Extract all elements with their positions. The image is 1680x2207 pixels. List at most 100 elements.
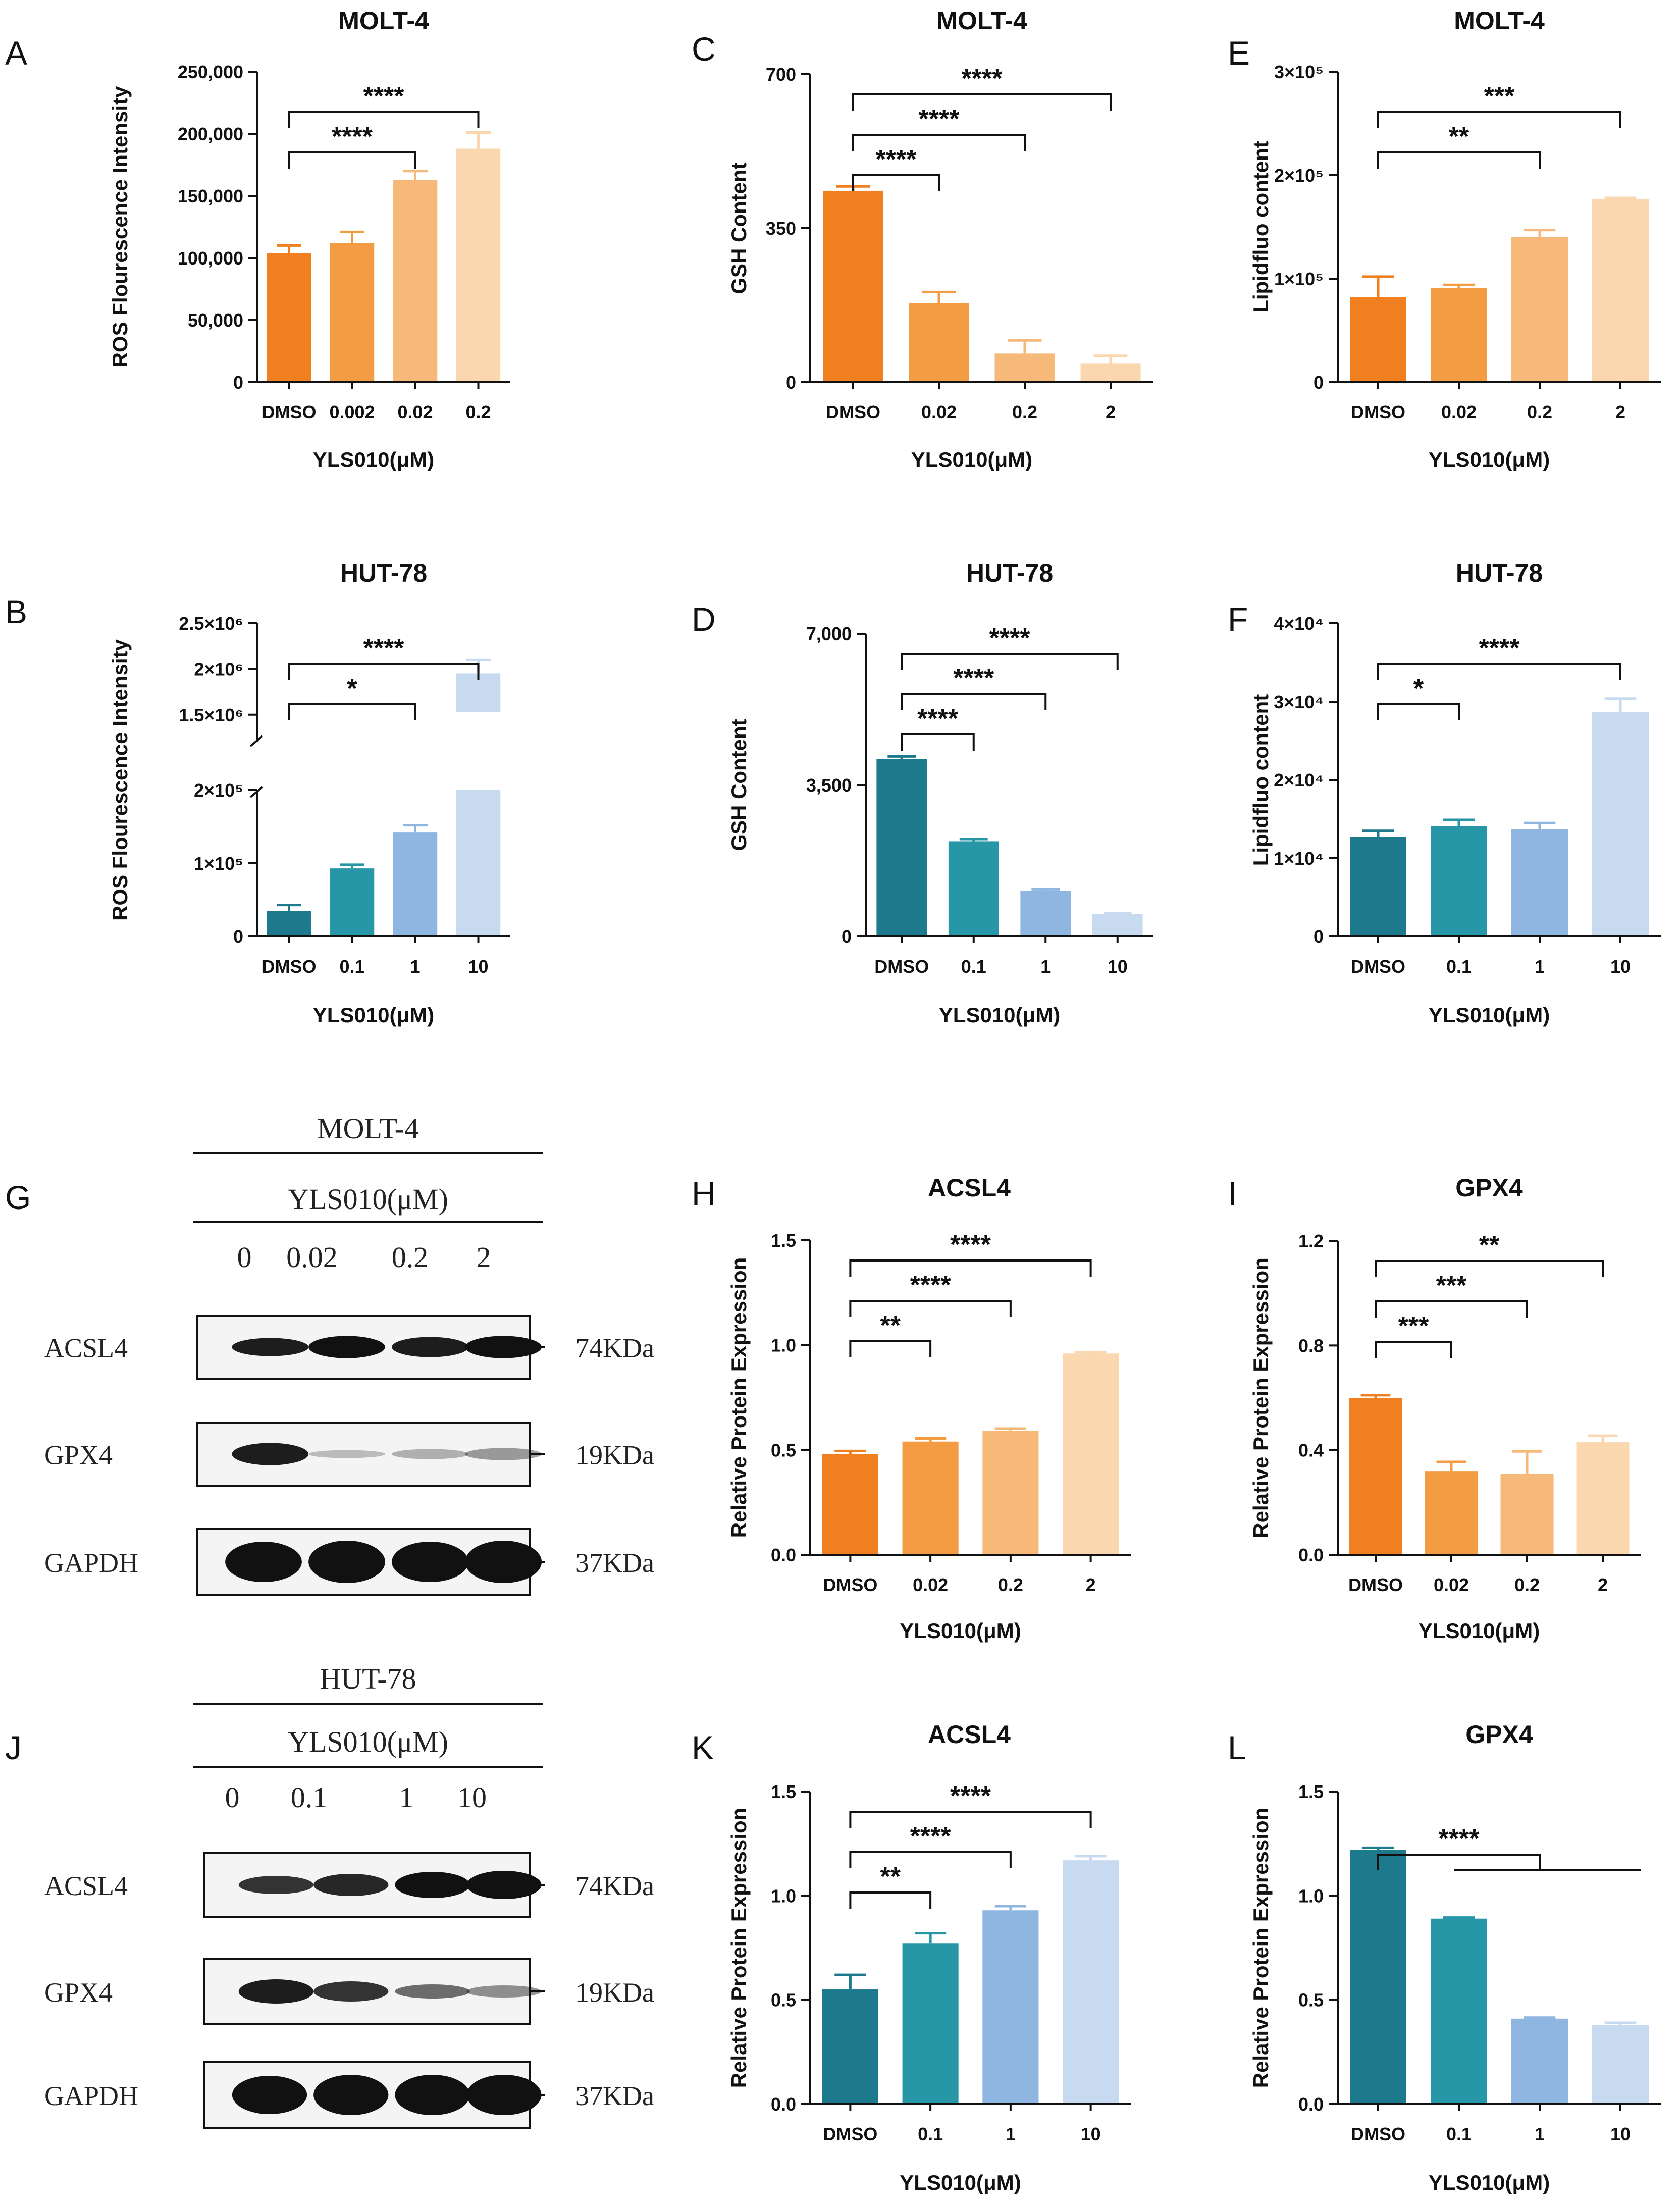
chart-title: MOLT-4 [936,7,1027,35]
significance-bracket [901,733,975,751]
bar-l-3 [1592,2025,1649,2104]
x-axis-label: YLS010(μM) [1429,1003,1550,1027]
blot-size-label: 37KDa [575,2081,654,2111]
chart-title: HUT-78 [1456,559,1543,587]
significance-label: ** [880,1311,901,1340]
blot-dose-label: 0 [237,1241,252,1274]
significance-label: **** [919,104,960,134]
x-tick-label: 1 [1040,956,1051,977]
blot-dose-label: 1 [399,1781,414,1814]
x-axis-label: YLS010(μM) [1429,448,1550,471]
x-tick-label: 0.02 [1441,402,1477,423]
x-tick-label: 1 [1535,956,1545,977]
x-tick-label: DMSO [874,956,929,977]
x-tick-label: 0.2 [1527,402,1552,423]
significance-label: **** [910,1271,952,1300]
bar-d-1 [948,841,999,936]
significance-bracket [1375,1260,1604,1277]
chart-title: MOLT-4 [338,7,429,35]
significance-label: **** [989,623,1031,653]
x-tick-label: 0.1 [1446,2124,1472,2144]
y-tick-label: 0.4 [1298,1440,1324,1461]
bar-h-3 [1063,1353,1119,1555]
y-tick-label: 1×10⁵ [194,853,243,874]
significance-label: **** [1439,1824,1480,1854]
y-axis-label: Relative Protein Expression [1249,1808,1273,2088]
x-tick-label: DMSO [823,2124,877,2144]
x-tick-label: 0.02 [921,402,957,423]
significance-label: * [347,674,357,703]
bar-h-2 [982,1431,1039,1555]
x-tick-label: 0.02 [913,1574,948,1595]
significance-bracket [1377,703,1460,720]
bar-a-3 [456,148,501,382]
blot-band [313,1981,389,2002]
chart-panel-e: 0 1×10⁵ 2×10⁵ 3×10⁵ DMSO 0.02 0.2 2 MOLT-4 YLS010… [1228,7,1661,471]
y-tick-label: 0.5 [1298,1990,1324,2011]
significance-bracket [849,1259,1092,1277]
significance-bracket [1377,1854,1541,1870]
bar-i-0 [1349,1398,1402,1555]
y-tick-label: 0 [786,372,796,393]
x-tick-label: 0.2 [465,402,491,423]
y-tick-label: 1.5 [1298,1781,1324,1802]
chart-title: ACSL4 [928,1174,1011,1202]
chart-panel-h: 0.0 0.5 1.0 1.5 DMSO 0.02 0.2 2 ACSL4 YLS010(μM) R… [692,1174,1131,1643]
blot-band [395,1872,470,1898]
bar-i-2 [1500,1474,1554,1555]
panel-letter: G [5,1179,31,1216]
blot-band [466,1985,542,1998]
blot-band [232,1443,309,1465]
x-axis-label: YLS010(μM) [1429,2171,1550,2194]
y-tick-label: 3×10⁵ [1274,62,1324,82]
blot-protein-label: ACSL4 [44,1333,128,1363]
blot-size-label: 74KDa [575,1333,654,1363]
bar-k-1 [902,1943,959,2104]
x-axis-label: YLS010(μM) [1419,1619,1540,1643]
y-tick-label: 2×10⁶ [194,659,243,679]
bar-d-0 [876,759,927,936]
blot-treatment: YLS010(μM) [288,1183,448,1216]
axis-break-mark [249,786,264,798]
significance-label: **** [953,664,994,693]
significance-label: *** [1436,1271,1467,1300]
x-axis-label: YLS010(μM) [911,448,1032,471]
blot-dose-label: 0.2 [392,1241,429,1274]
significance-bracket [288,703,416,720]
blot-protein-label: GAPDH [44,1548,138,1578]
bar-f-1 [1431,826,1487,936]
y-tick-label: 0 [1314,926,1324,947]
bar-l-1 [1431,1918,1487,2104]
significance-label: **** [363,634,405,663]
blot-size-label: 74KDa [575,1871,654,1901]
x-tick-label: 0.1 [339,956,364,977]
bar-c-2 [994,353,1055,382]
significance-bracket [849,1340,932,1357]
x-tick-label: 10 [1610,2124,1631,2144]
significance-bracket [288,663,480,680]
bar-e-1 [1431,288,1487,382]
panel-letter: L [1228,1729,1246,1766]
y-tick-label: 0 [1314,372,1324,393]
x-tick-label: 2 [1086,1574,1096,1595]
panel-letter: D [692,601,716,638]
significance-bracket [901,693,1047,710]
chart-panel-d: 0 3,500 7,000 DMSO 0.1 1 10 HUT-78 YLS010(μM) GSH… [692,559,1153,1027]
bar-i-3 [1576,1442,1630,1555]
blot-band [465,1336,542,1358]
x-axis-label: YLS010(μM) [939,1003,1060,1027]
blot-size-label: 19KDa [575,1440,654,1470]
y-tick-label: 1.0 [771,1885,796,1906]
panel-letter: H [692,1175,716,1212]
bar-d-2 [1020,891,1071,936]
significance-label: *** [1484,82,1515,111]
y-axis-label: ROS Flourescence Intensity [108,639,132,920]
blot-band [392,1337,468,1357]
blot-band [395,2075,470,2115]
y-axis-label: GSH Content [727,162,751,294]
y-tick-label: 7,000 [806,623,852,644]
bar-b-0 [267,911,311,936]
y-tick-label: 1.0 [771,1335,796,1356]
significance-label: **** [363,82,405,111]
x-tick-label: 0.1 [918,2124,943,2144]
